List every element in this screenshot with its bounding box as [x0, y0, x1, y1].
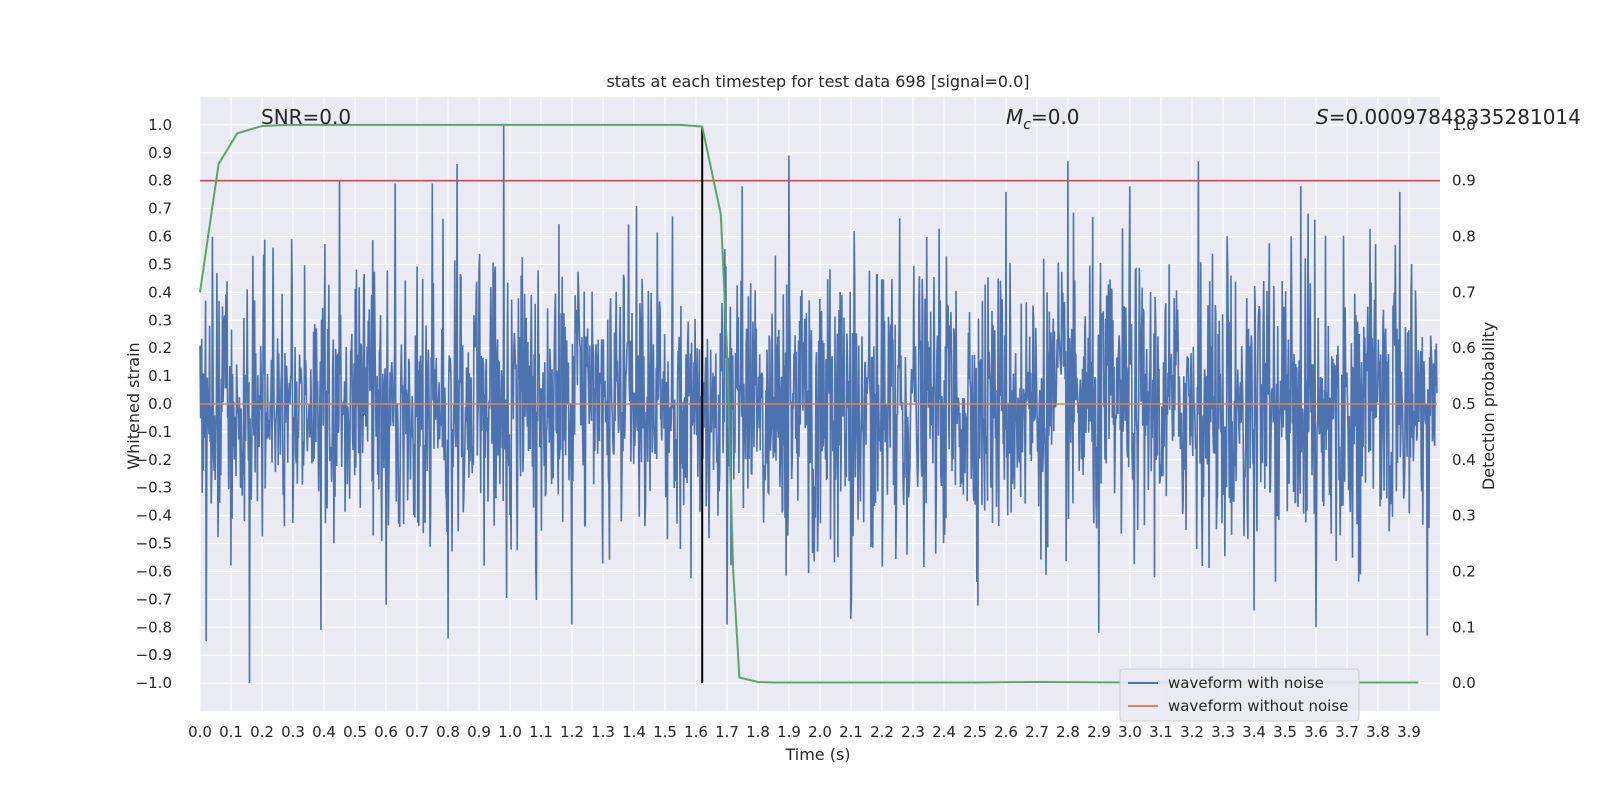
x-tick-label: 2.5 — [963, 723, 987, 741]
y2-tick-label: 0.2 — [1452, 562, 1476, 580]
series-detection-probability — [199, 123, 1419, 684]
legend: waveform with noise waveform without noi… — [1119, 668, 1360, 722]
mc-value: =0.0 — [1031, 105, 1080, 129]
y2-tick-label: 0.5 — [1452, 395, 1476, 413]
x-tick-label: 3.4 — [1242, 723, 1266, 741]
x-tick-labels: 0.0 0.1 0.2 0.3 0.4 0.5 0.6 0.7 0.8 0.9 1.0 1.1 1.2 1… — [188, 723, 1421, 741]
x-tick-label: 3.9 — [1397, 723, 1421, 741]
x-tick-label: 0.2 — [250, 723, 274, 741]
y2-tick-label: 0.3 — [1452, 507, 1476, 525]
y-tick-label: 0.7 — [148, 200, 172, 218]
x-tick-label: 3.1 — [1149, 723, 1173, 741]
snr-annotation: SNR=0.0 — [261, 105, 351, 129]
y-tick-label: 0.8 — [148, 172, 172, 190]
y-tick-label: −0.1 — [136, 423, 172, 441]
x-tick-label: 1.3 — [591, 723, 615, 741]
mc-subscript: c — [1023, 117, 1031, 133]
x-tick-label: 1.8 — [746, 723, 770, 741]
x-tick-label: 1.5 — [653, 723, 677, 741]
legend-box — [1119, 668, 1360, 722]
waveform-with-noise-line — [199, 124, 1438, 684]
series-waveform-with-noise — [199, 124, 1438, 684]
x-tick-label: 3.8 — [1366, 723, 1390, 741]
y-tick-label: 0.2 — [148, 339, 172, 357]
x-tick-label: 2.8 — [1056, 723, 1080, 741]
x-tick-label: 2.0 — [808, 723, 832, 741]
y2-tick-label: 0.7 — [1452, 283, 1476, 301]
x-tick-label: 0.9 — [467, 723, 491, 741]
x-tick-label: 0.4 — [312, 723, 336, 741]
y-tick-label: 0.4 — [148, 283, 172, 301]
y-tick-label: −0.7 — [136, 590, 172, 608]
s-annotation: S=0.00097848335281014 — [1316, 105, 1581, 129]
s-value: =0.00097848335281014 — [1329, 105, 1581, 129]
y-tick-labels: 1.0 0.9 0.8 0.7 0.6 0.5 0.4 0.3 0.2 0.1 0.0 −0.1 −0.… — [136, 116, 172, 692]
x-tick-label: 2.3 — [901, 723, 925, 741]
x-axis-label: Time (s) — [784, 745, 850, 764]
chart-title: stats at each timestep for test data 698… — [606, 72, 1029, 91]
x-tick-label: 1.0 — [498, 723, 522, 741]
x-tick-label: 3.6 — [1304, 723, 1328, 741]
x-tick-label: 1.4 — [622, 723, 646, 741]
y-tick-label: 0.6 — [148, 228, 172, 246]
y2-tick-label: 0.0 — [1452, 674, 1476, 692]
y-tick-label: −0.9 — [136, 646, 172, 664]
y2-axis-label: Detection probability — [1479, 322, 1498, 490]
y2-tick-label: 0.4 — [1452, 451, 1476, 469]
x-tick-label: 0.6 — [374, 723, 398, 741]
y2-tick-label: 0.9 — [1452, 172, 1476, 190]
y-tick-label: 0.9 — [148, 144, 172, 162]
x-tick-label: 3.2 — [1180, 723, 1204, 741]
x-tick-label: 2.2 — [870, 723, 894, 741]
x-tick-label: 3.7 — [1335, 723, 1359, 741]
y-tick-label: 0.5 — [148, 255, 172, 273]
y-tick-label: −0.3 — [136, 479, 172, 497]
x-tick-label: 1.2 — [560, 723, 584, 741]
y-tick-label: −0.6 — [136, 562, 172, 580]
y2-tick-label: 0.6 — [1452, 339, 1476, 357]
y2-tick-label: 1.0 — [1452, 116, 1476, 134]
x-tick-label: 3.5 — [1273, 723, 1297, 741]
x-tick-label: 1.1 — [529, 723, 553, 741]
y-tick-label: −0.8 — [136, 618, 172, 636]
y2-tick-label: 0.1 — [1452, 618, 1476, 636]
y-tick-label: 0.0 — [148, 395, 172, 413]
y2-tick-labels: 1.0 0.9 0.8 0.7 0.6 0.5 0.4 0.3 0.2 0.1 0.0 — [1452, 116, 1476, 692]
detection-probability-line — [199, 123, 1419, 684]
x-tick-label: 2.9 — [1087, 723, 1111, 741]
y-tick-label: 0.1 — [148, 367, 172, 385]
y-axis-label: Whitened strain — [124, 342, 143, 469]
y-tick-label: 1.0 — [148, 116, 172, 134]
y2-tick-label: 0.8 — [1452, 228, 1476, 246]
x-tick-label: 0.7 — [405, 723, 429, 741]
x-tick-label: 0.8 — [436, 723, 460, 741]
mc-annotation: Mc=0.0 — [1006, 105, 1080, 133]
x-tick-label: 1.6 — [684, 723, 708, 741]
legend-label-without-noise: waveform without noise — [1168, 697, 1348, 715]
x-tick-label: 0.5 — [343, 723, 367, 741]
mc-symbol: M — [1006, 105, 1023, 129]
y-tick-label: −0.4 — [136, 507, 172, 525]
y-tick-label: −0.2 — [136, 451, 172, 469]
legend-label-with-noise: waveform with noise — [1168, 674, 1324, 692]
x-tick-label: 2.7 — [1025, 723, 1049, 741]
x-tick-label: 0.0 — [188, 723, 212, 741]
x-tick-label: 2.4 — [932, 723, 956, 741]
y-tick-label: −1.0 — [136, 674, 172, 692]
x-tick-label: 2.1 — [839, 723, 863, 741]
x-tick-label: 3.3 — [1211, 723, 1235, 741]
x-tick-label: 3.0 — [1118, 723, 1142, 741]
s-symbol: S — [1316, 105, 1329, 129]
x-tick-label: 0.3 — [281, 723, 305, 741]
x-tick-label: 0.1 — [219, 723, 243, 741]
x-tick-label: 2.6 — [994, 723, 1018, 741]
x-tick-label: 1.9 — [777, 723, 801, 741]
y-tick-label: −0.5 — [136, 535, 172, 553]
x-tick-label: 1.7 — [715, 723, 739, 741]
y-tick-label: 0.3 — [148, 311, 172, 329]
